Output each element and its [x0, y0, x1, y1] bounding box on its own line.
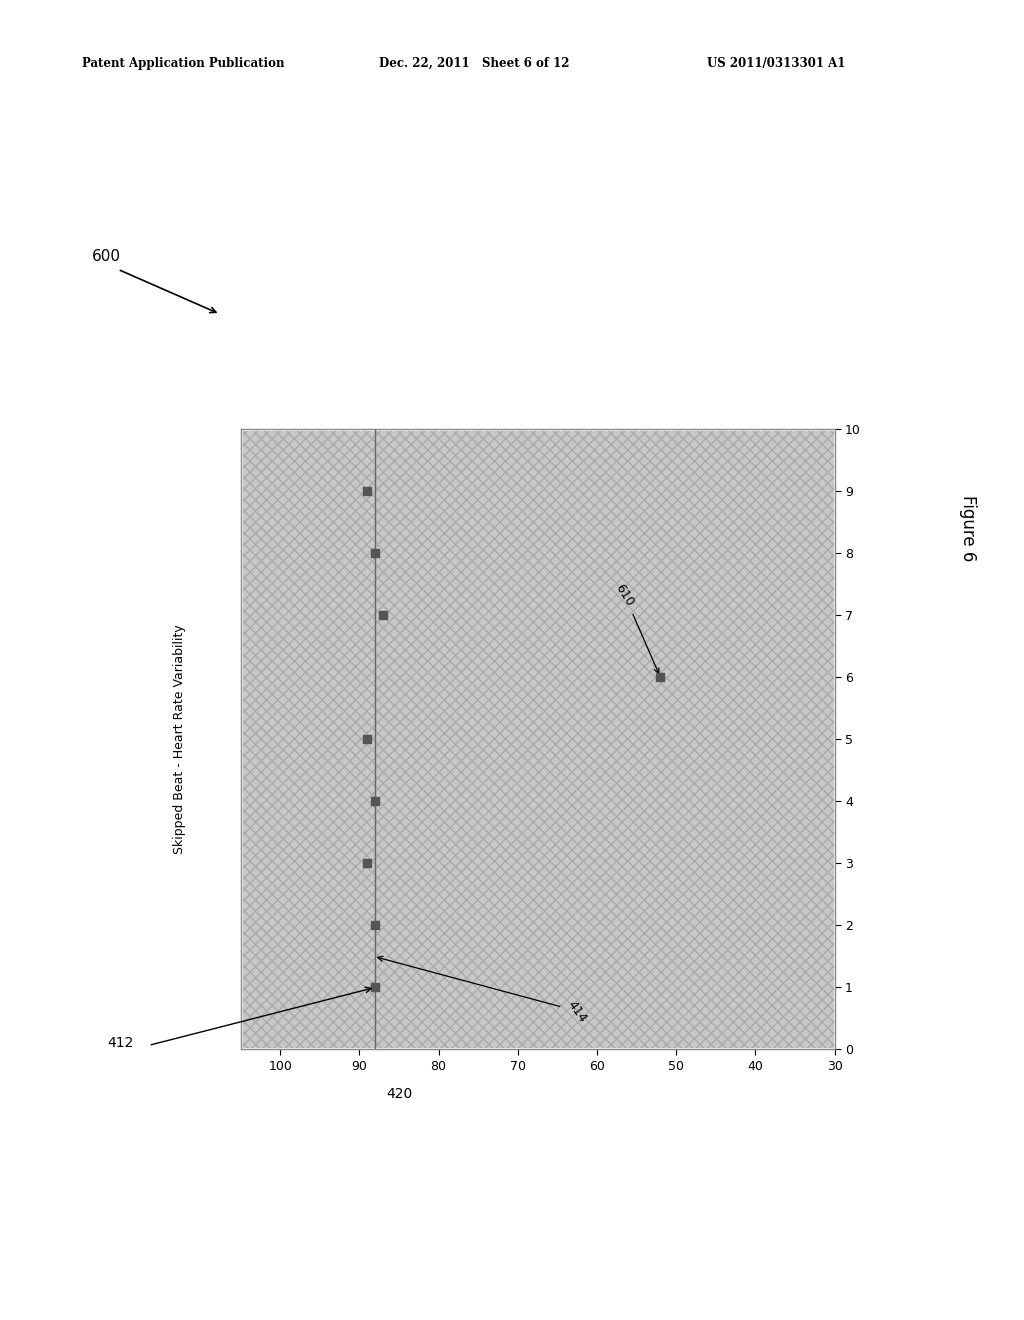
- Text: Skipped Beat - Heart Rate Variability: Skipped Beat - Heart Rate Variability: [173, 624, 185, 854]
- Text: US 2011/0313301 A1: US 2011/0313301 A1: [707, 57, 845, 70]
- Bar: [241, 429, 835, 1049]
- Point: [367, 791, 383, 812]
- Point: [359, 480, 376, 502]
- Point: [652, 667, 669, 688]
- Point: [367, 543, 383, 564]
- Point: [367, 977, 383, 998]
- Text: 610: 610: [612, 582, 659, 673]
- Point: [367, 915, 383, 936]
- Point: [375, 605, 391, 626]
- Point: [359, 853, 376, 874]
- Text: 412: 412: [108, 1036, 134, 1049]
- Text: Figure 6: Figure 6: [958, 495, 977, 561]
- Text: 420: 420: [386, 1088, 413, 1101]
- Point: [359, 729, 376, 750]
- Text: Dec. 22, 2011   Sheet 6 of 12: Dec. 22, 2011 Sheet 6 of 12: [379, 57, 569, 70]
- Text: Patent Application Publication: Patent Application Publication: [82, 57, 285, 70]
- Text: 600: 600: [92, 249, 121, 264]
- Bar: [241, 429, 835, 1049]
- Text: 414: 414: [378, 956, 590, 1024]
